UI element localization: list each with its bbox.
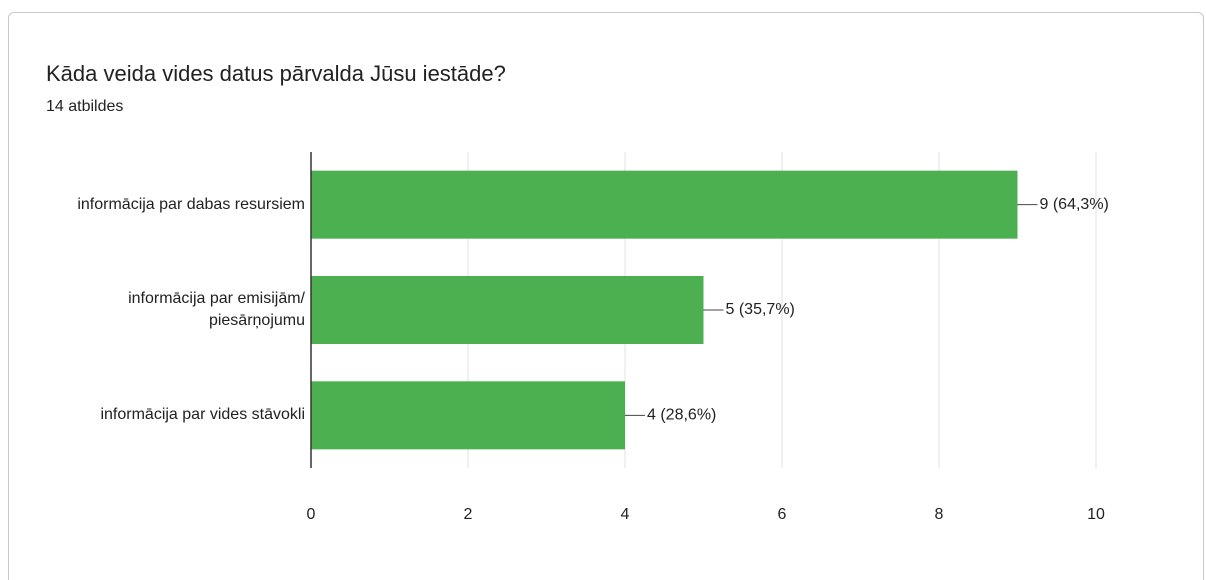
value-label: 9 (64,3%) bbox=[1040, 196, 1109, 213]
x-tick-label: 0 bbox=[307, 506, 316, 523]
value-label: 4 (28,6%) bbox=[647, 407, 716, 424]
x-tick-label: 6 bbox=[778, 506, 787, 523]
x-tick-label: 4 bbox=[621, 506, 630, 523]
y-tick-label: informācija par dabas resursiem bbox=[77, 195, 305, 213]
x-tick-label: 10 bbox=[1087, 506, 1105, 523]
x-tick-label: 2 bbox=[464, 506, 473, 523]
x-tick-label: 8 bbox=[935, 506, 944, 523]
bar bbox=[311, 276, 704, 344]
y-tick-label: informācija par emisijām/ piesārņojumu bbox=[128, 290, 305, 329]
value-label: 5 (35,7%) bbox=[726, 301, 795, 318]
y-tick-label: informācija par vides stāvokli bbox=[100, 406, 305, 424]
card bbox=[8, 12, 1204, 580]
bar bbox=[311, 381, 625, 450]
chart-subtitle: 14 atbildes bbox=[46, 98, 123, 115]
chart-title: Kāda veida vides datus pārvalda Jūsu ies… bbox=[46, 61, 506, 86]
bar bbox=[311, 170, 1018, 239]
